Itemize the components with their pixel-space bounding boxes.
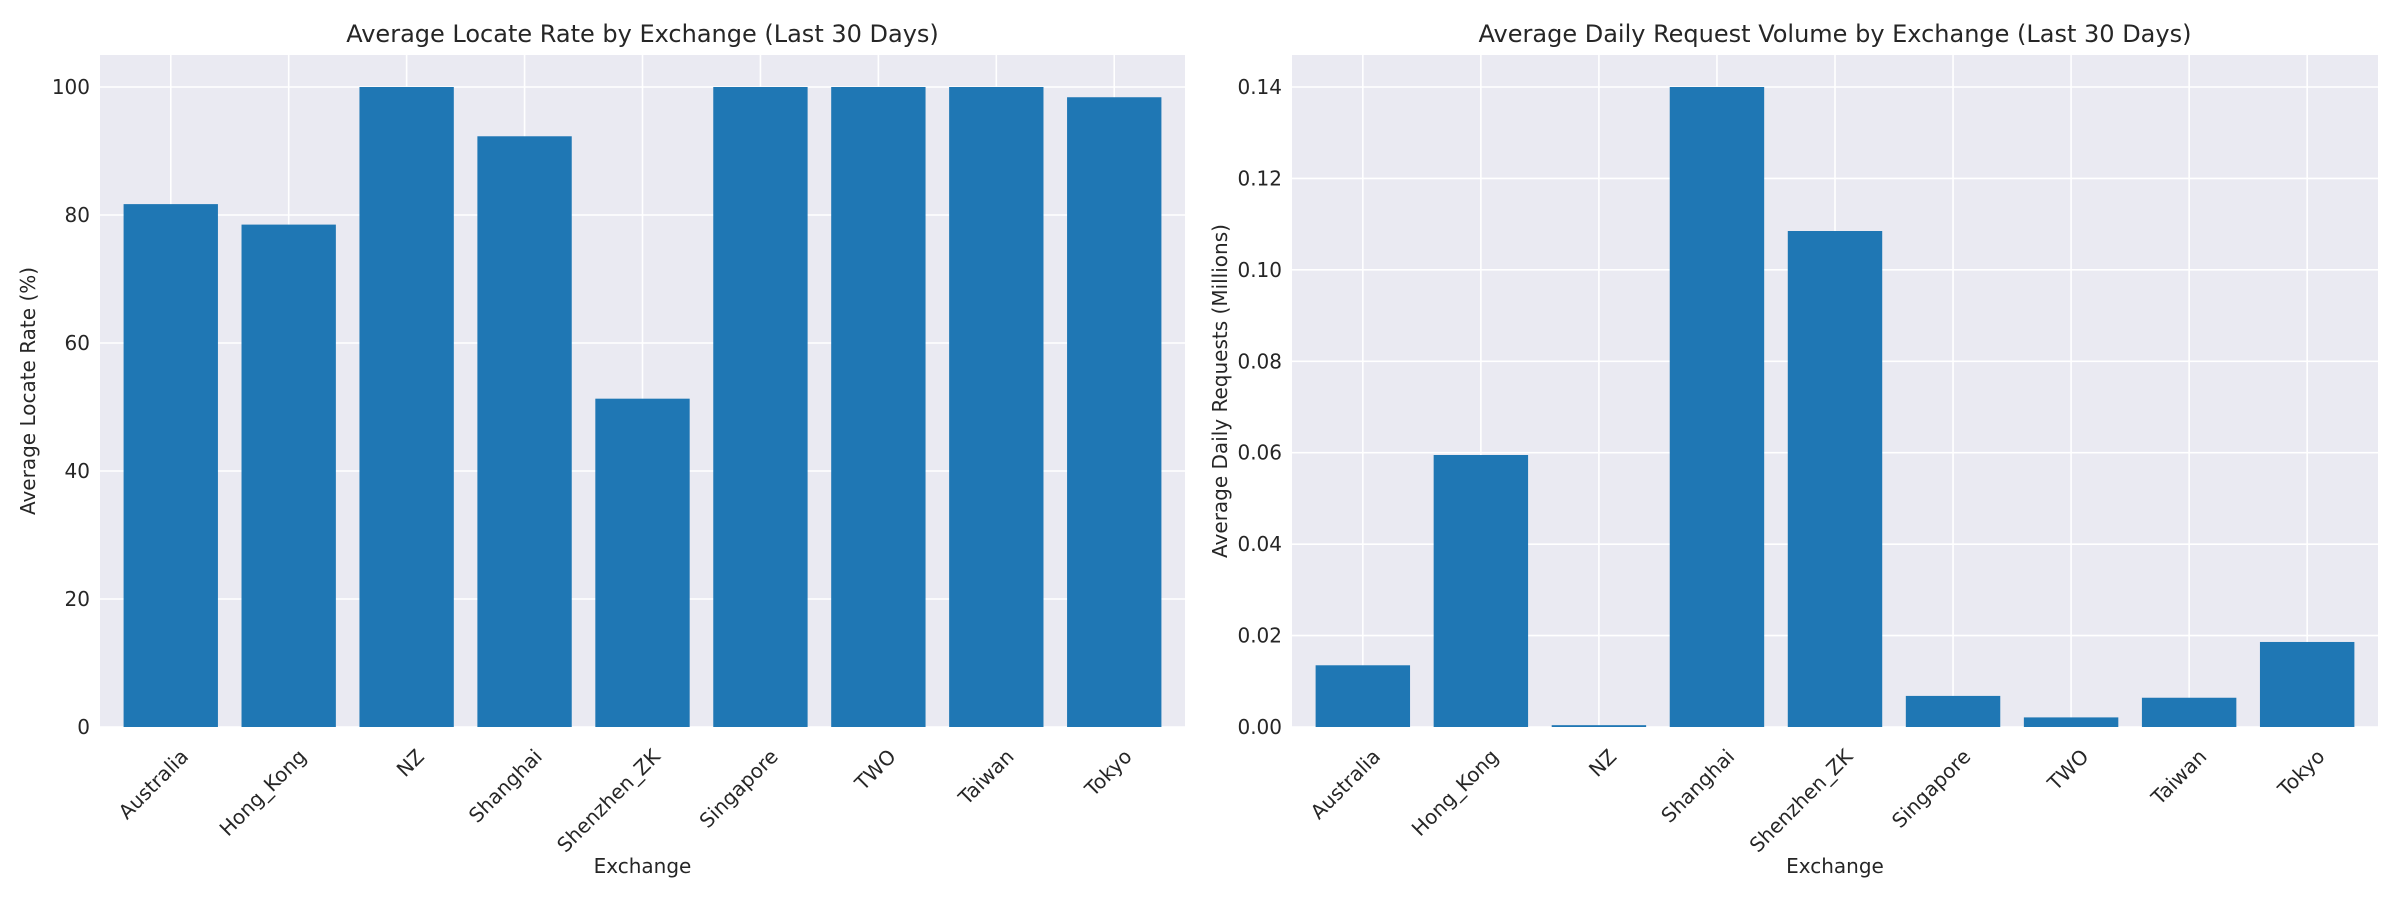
x-tick-label: Shanghai (1656, 744, 1739, 827)
locate-rate-x-ticks: Australia Hong_Kong NZ Shanghai Shenzhen_ZK S… (114, 744, 1137, 857)
request-volume-x-ticks: Australia Hong_Kong NZ Shanghai Shenzhen_ZK S… (1306, 744, 2330, 857)
x-tick-label: TWO (849, 744, 900, 795)
y-tick-label: 0 (77, 715, 90, 739)
bar-shanghai (1669, 87, 1765, 727)
x-tick-label: Australia (114, 744, 194, 824)
x-tick-label: NZ (392, 744, 429, 781)
y-tick-label: 0.02 (1237, 624, 1282, 648)
bar-singapore (1905, 695, 2001, 727)
request-volume-y-axis-label: Average Daily Requests (Millions) (1208, 224, 1232, 558)
bar-singapore (713, 87, 808, 727)
y-tick-label: 100 (52, 75, 90, 99)
request-volume-chart-title: Average Daily Request Volume by Exchange… (1479, 20, 2192, 48)
y-tick-label: 0.08 (1237, 349, 1282, 373)
bar-australia (1315, 665, 1411, 727)
bar-hong-kong (1433, 455, 1529, 727)
y-tick-label: 40 (65, 459, 90, 483)
x-tick-label: Singapore (694, 744, 782, 832)
bar-nz (1551, 725, 1647, 727)
locate-rate-y-axis-label: Average Locate Rate (%) (16, 267, 40, 515)
bar-shenzhen-zk (595, 398, 690, 727)
locate-rate-y-ticks: 0 20 40 60 80 100 (52, 75, 90, 739)
x-tick-label: Singapore (1887, 744, 1975, 832)
y-tick-label: 0.12 (1237, 166, 1282, 190)
locate-rate-chart-title: Average Locate Rate by Exchange (Last 30… (346, 20, 939, 48)
x-tick-label: Shanghai (464, 744, 547, 827)
y-tick-label: 0.06 (1237, 441, 1282, 465)
x-tick-label: Hong_Kong (1407, 744, 1503, 840)
bar-tokyo (1067, 97, 1162, 728)
x-tick-label: Hong_Kong (215, 744, 311, 840)
bar-shenzhen-zk (1787, 231, 1883, 727)
x-tick-label: Tokyo (1079, 744, 1136, 801)
x-tick-label: Shenzhen_ZK (1745, 744, 1858, 857)
y-tick-label: 0.14 (1237, 75, 1282, 99)
x-tick-label: Tokyo (2272, 744, 2329, 801)
y-tick-label: 80 (65, 203, 90, 227)
bar-tokyo (2259, 641, 2355, 727)
x-tick-label: Taiwan (2146, 744, 2212, 810)
bar-two (2023, 717, 2119, 727)
x-tick-label: NZ (1584, 744, 1621, 781)
bar-hong-kong (241, 224, 336, 727)
bar-nz (359, 87, 454, 727)
request-volume-y-ticks: 0.00 0.02 0.04 0.06 0.08 0.10 0.12 0.14 (1237, 75, 1282, 739)
x-tick-label: Australia (1306, 744, 1386, 824)
bar-taiwan (2141, 697, 2237, 727)
y-tick-label: 0.04 (1237, 532, 1282, 556)
bar-two (831, 87, 926, 727)
bar-australia (123, 204, 218, 727)
request-volume-x-axis-label: Exchange (1786, 854, 1884, 878)
x-tick-label: TWO (2042, 744, 2093, 795)
y-tick-label: 20 (65, 587, 90, 611)
x-tick-label: Shenzhen_ZK (552, 744, 665, 857)
y-tick-label: 60 (65, 331, 90, 355)
locate-rate-x-axis-label: Exchange (594, 854, 692, 878)
bar-shanghai (477, 136, 572, 727)
locate-rate-bars (123, 87, 1162, 728)
locate-rate-chart: 0 20 40 60 80 100 Australia Hong_Kong NZ Shangha… (16, 20, 1185, 878)
request-volume-bars (1315, 87, 2355, 727)
x-tick-label: Taiwan (953, 744, 1019, 810)
bar-taiwan (949, 87, 1044, 727)
y-tick-label: 0.00 (1237, 715, 1282, 739)
request-volume-chart: 0.00 0.02 0.04 0.06 0.08 0.10 0.12 0.14 Austral… (1208, 20, 2378, 878)
y-tick-label: 0.10 (1237, 258, 1282, 282)
